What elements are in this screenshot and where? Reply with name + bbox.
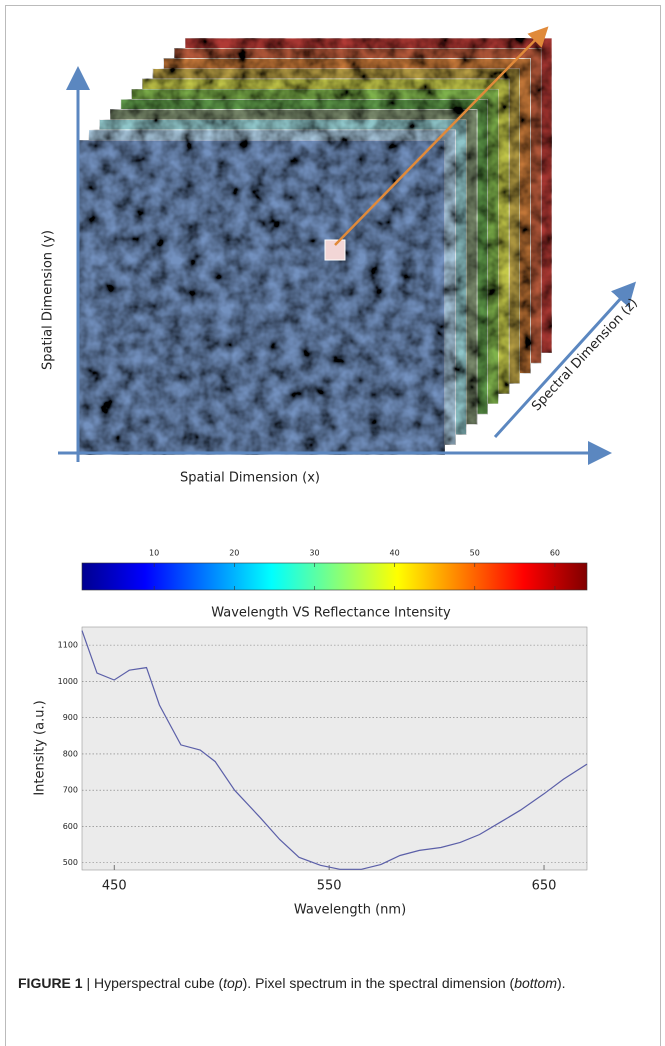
y-tick-label: 500 bbox=[63, 858, 78, 867]
z-arrow bbox=[493, 281, 637, 439]
caption: FIGURE 1 | Hyperspectral cube (top). Pix… bbox=[18, 972, 618, 994]
spectrum-arrow bbox=[334, 26, 549, 246]
colorbar-tick-label: 60 bbox=[550, 549, 560, 558]
x-axis-label: Spatial Dimension (x) bbox=[180, 471, 320, 486]
figure-frame bbox=[5, 5, 661, 1046]
plot-area bbox=[81, 626, 588, 871]
y-tick-label: 900 bbox=[63, 713, 78, 722]
y-axis-title: Intensity (a.u.) bbox=[33, 700, 48, 795]
colorbar-tick-label: 30 bbox=[309, 549, 319, 558]
x-tick-label: 650 bbox=[532, 879, 557, 894]
figure: Spatial Dimension (y) Spatial Dimension … bbox=[33, 26, 641, 918]
y-tick-label: 600 bbox=[63, 822, 78, 831]
colorbar-tick-label: 10 bbox=[149, 549, 159, 558]
colorbar-tick-label: 50 bbox=[470, 549, 480, 558]
caption-text: | Hyperspectral cube ( bbox=[82, 975, 224, 991]
x-axis-title: Wavelength (nm) bbox=[294, 903, 406, 918]
spectral-slice bbox=[77, 139, 446, 456]
y-tick-label: 700 bbox=[63, 786, 78, 795]
caption-text: top bbox=[223, 975, 243, 991]
caption-label: FIGURE 1 bbox=[18, 975, 83, 991]
caption-text: bottom bbox=[514, 975, 558, 991]
x-tick-label: 550 bbox=[317, 879, 342, 894]
caption-text: ). Pixel spectrum in the spectral dimens… bbox=[242, 975, 515, 991]
colorbar-tick-label: 40 bbox=[390, 549, 400, 558]
y-axis-label: Spatial Dimension (y) bbox=[41, 230, 56, 370]
colorbar bbox=[81, 562, 588, 591]
caption-text: ). bbox=[557, 975, 566, 991]
y-tick-label: 1000 bbox=[58, 677, 78, 686]
data-line bbox=[81, 630, 588, 870]
hyperspectral-cube bbox=[77, 37, 553, 456]
chart-title: Wavelength VS Reflectance Intensity bbox=[211, 606, 451, 621]
colorbar-tick-label: 20 bbox=[229, 549, 239, 558]
pixel bbox=[324, 239, 346, 261]
y-tick-label: 1100 bbox=[58, 641, 78, 650]
y-tick-label: 800 bbox=[63, 749, 78, 758]
x-tick-label: 450 bbox=[102, 879, 127, 894]
